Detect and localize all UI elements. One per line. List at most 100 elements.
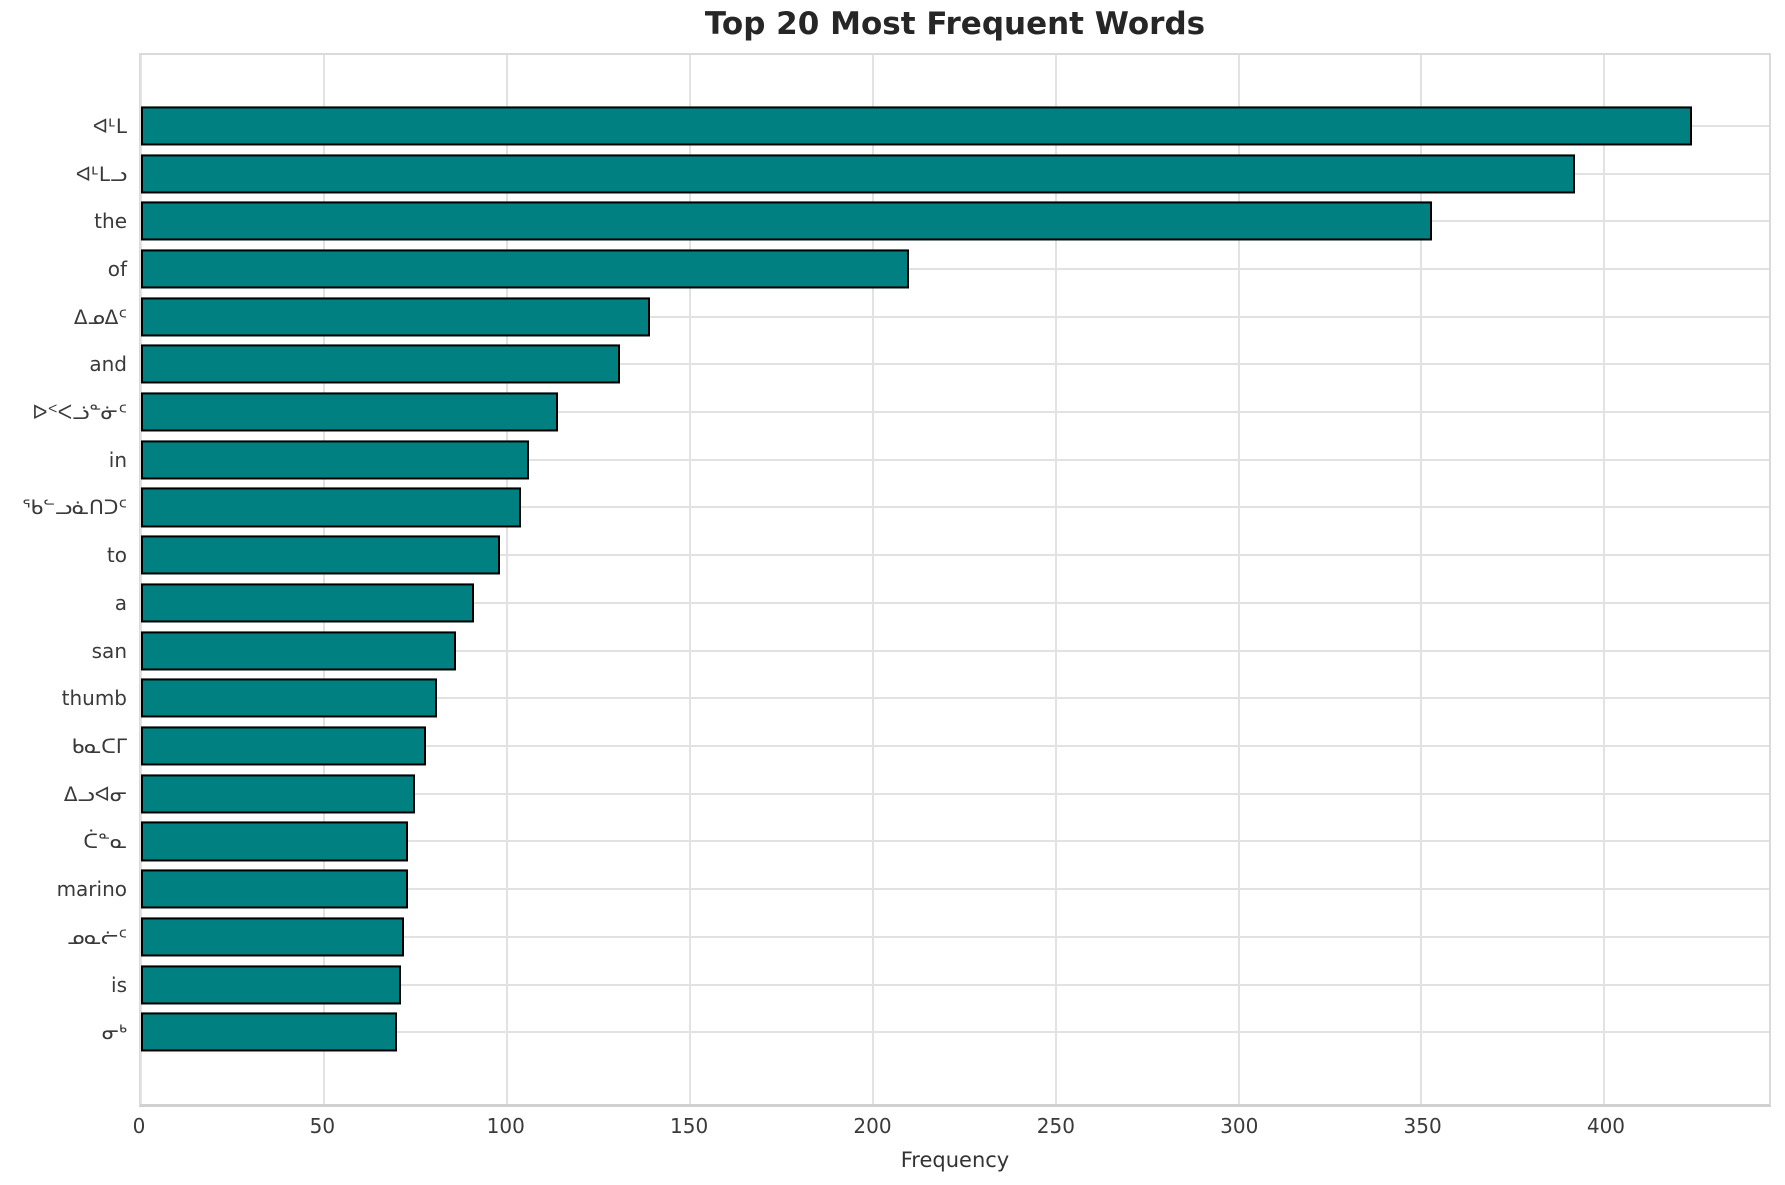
x-tick-label: 300 — [1220, 1114, 1259, 1138]
bar — [141, 201, 1433, 241]
grid-line-vertical — [871, 55, 874, 1104]
bar — [141, 869, 409, 909]
grid-line-horizontal — [141, 983, 1769, 986]
y-tick-label: ᐊᒻᒪ — [92, 113, 127, 138]
y-tick-label: to — [106, 543, 127, 568]
grid-line-vertical — [1237, 55, 1240, 1104]
bar-row: ᑲᓇᑕᒥ — [72, 722, 1769, 770]
bar-row: ᐃᓄᐃᑦ — [74, 293, 1769, 341]
y-tick-label: ᑖᓐᓇ — [83, 829, 127, 854]
bar-row: ᓄᓇᓖᑦ — [67, 913, 1769, 961]
bar — [141, 153, 1576, 194]
bar — [141, 678, 438, 718]
grid-line-vertical — [688, 55, 691, 1104]
grid-line-vertical — [140, 55, 142, 1104]
grid-line-horizontal — [141, 601, 1769, 604]
bar-row: of — [108, 245, 1769, 293]
bar — [141, 106, 1693, 146]
bar-rows: ᐊᒻᒪ ᐊᒻᒪᓗ the of ᐃᓄᐃᑦ and ᐅᑉᐸᓘᓐᓃᑦ in ᖃᓪᓗᓈᑎᑐᑦ to a sa… — [22, 55, 1769, 1104]
grid-line-vertical — [1054, 55, 1057, 1104]
y-tick-label: ᑲᓇᑕᒥ — [71, 733, 127, 758]
bar-row: and — [89, 341, 1769, 389]
y-tick-label: marino — [56, 877, 127, 902]
bar — [141, 964, 401, 1005]
grid-line-horizontal — [141, 363, 1769, 366]
bar — [141, 583, 474, 623]
grid-line-horizontal — [141, 744, 1769, 747]
y-tick-label: a — [114, 590, 127, 615]
y-tick-label: ᐃᓗᐊᓂ — [63, 781, 127, 806]
grid-line-horizontal — [141, 792, 1769, 795]
y-tick-label: ᓄᓇᓖᑦ — [67, 924, 127, 949]
bar-row: to — [107, 531, 1769, 579]
grid-line-horizontal — [141, 506, 1769, 509]
grid-line-horizontal — [141, 411, 1769, 414]
y-tick-label: ᐅᑉᐸᓘᓐᓃᑦ — [32, 400, 127, 425]
bar-row: marino — [57, 865, 1769, 913]
grid-line-vertical — [1420, 55, 1423, 1104]
x-tick-label: 150 — [670, 1114, 709, 1138]
grid-line-horizontal — [141, 840, 1769, 843]
bar-row: ᐅᑉᐸᓘᓐᓃᑦ — [32, 388, 1769, 436]
bar — [141, 440, 529, 480]
bar — [141, 487, 522, 528]
x-tick-label: 400 — [1586, 1114, 1626, 1138]
grid-line-horizontal — [141, 554, 1769, 557]
bar — [141, 392, 559, 432]
bar-row: ᐊᒻᒪᓗ — [76, 150, 1769, 198]
bar-row: is — [111, 961, 1769, 1009]
x-tick-label: 200 — [853, 1114, 892, 1138]
y-tick-label: ᓂᒃ — [101, 1020, 127, 1045]
y-tick-label: san — [91, 638, 127, 663]
bar-row: san — [92, 627, 1769, 675]
bar-row: in — [109, 436, 1769, 484]
y-tick-label: the — [94, 209, 127, 234]
bar-row: ᐃᓗᐊᓂ — [64, 770, 1769, 818]
y-tick-label: ᐃᓄᐃᑦ — [73, 304, 127, 329]
grid-line-horizontal — [141, 697, 1769, 700]
bar-row: ᐊᒻᒪ — [93, 102, 1769, 150]
y-tick-label: ᖃᓪᓗᓈᑎᑐᑦ — [22, 495, 127, 520]
bar — [141, 297, 650, 337]
x-tick-label: 350 — [1403, 1114, 1442, 1138]
x-tick-label: 250 — [1036, 1114, 1075, 1138]
chart-title: Top 20 Most Frequent Words — [704, 6, 1206, 42]
grid-line-vertical — [505, 55, 508, 1104]
y-tick-label: and — [89, 352, 127, 377]
grid-line-horizontal — [141, 649, 1769, 652]
bar-row: thumb — [62, 674, 1769, 722]
grid-line-horizontal — [141, 458, 1769, 461]
y-tick-label: in — [108, 447, 127, 472]
bar — [141, 249, 910, 289]
x-axis-label: Frequency — [900, 1148, 1010, 1172]
bar — [141, 1012, 398, 1052]
bar — [141, 821, 409, 861]
grid-line-horizontal — [141, 267, 1769, 270]
grid-line-horizontal — [141, 1031, 1769, 1034]
bar-row: the — [94, 197, 1769, 245]
bar-row: ᓂᒃ — [102, 1008, 1769, 1056]
x-tick-label: 100 — [486, 1114, 525, 1138]
bar — [141, 631, 456, 671]
grid-line-vertical — [322, 55, 325, 1104]
bar — [141, 535, 500, 575]
y-tick-label: of — [107, 256, 127, 281]
plot-area: ᐊᒻᒪ ᐊᒻᒪᓗ the of ᐃᓄᐃᑦ and ᐅᑉᐸᓘᓐᓃᑦ in ᖃᓪᓗᓈᑎᑐᑦ to a sa… — [22, 53, 1771, 1107]
x-tick-label: 50 — [309, 1114, 336, 1138]
bar-row: a — [115, 579, 1769, 627]
grid-line-horizontal — [141, 315, 1769, 318]
y-tick-label: ᐊᒻᒪᓗ — [75, 161, 127, 186]
bar — [141, 344, 621, 384]
x-axis-ticks: 0 50 100 150 200 250 300 350 400 — [133, 1114, 1771, 1142]
bar — [141, 774, 416, 814]
bar — [141, 726, 427, 766]
bar-row: ᑖᓐᓇ — [83, 818, 1769, 866]
y-tick-label: is — [111, 972, 127, 997]
y-tick-label: thumb — [61, 686, 127, 711]
bar-row: ᖃᓪᓗᓈᑎᑐᑦ — [22, 484, 1769, 532]
grid-line-vertical — [1603, 55, 1606, 1104]
bar — [141, 917, 405, 957]
grid-line-horizontal — [141, 935, 1769, 938]
grid-line-horizontal — [141, 888, 1769, 891]
